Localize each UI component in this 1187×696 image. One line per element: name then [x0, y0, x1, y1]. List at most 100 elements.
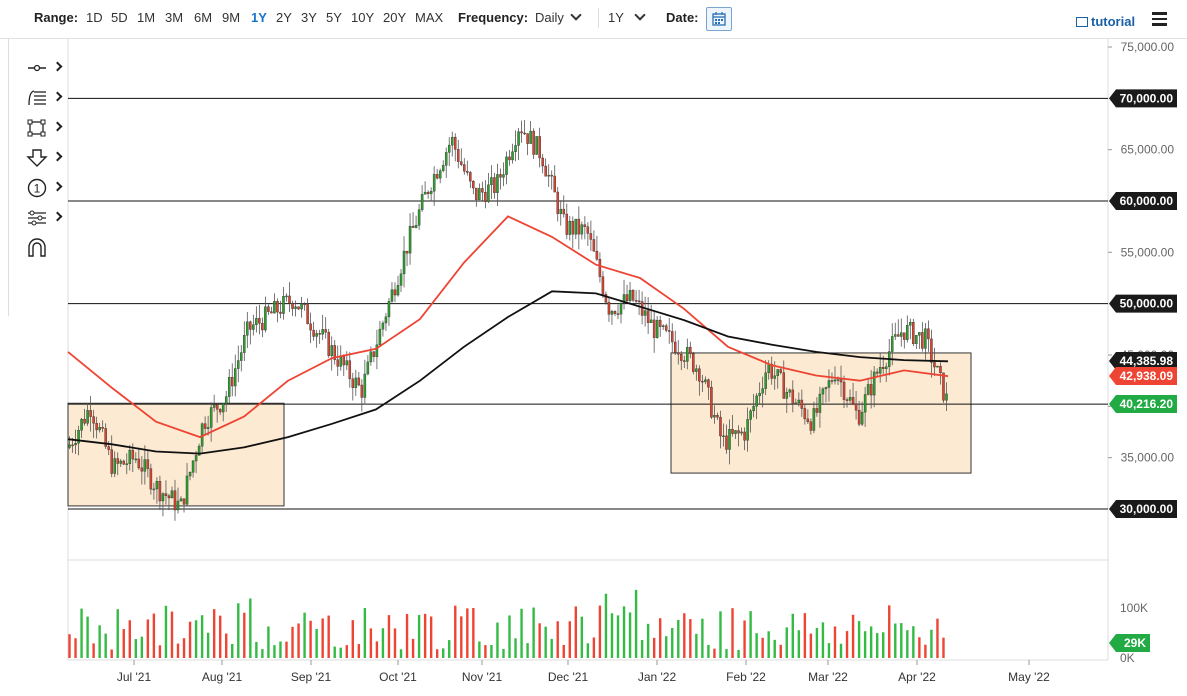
rectangle-tool-button[interactable]	[22, 116, 66, 140]
volume-bar	[357, 644, 361, 658]
candle-body	[330, 345, 333, 356]
price-label: 44,385.98	[1120, 354, 1174, 368]
candle-body	[77, 430, 80, 444]
range-3m-button[interactable]: 3M	[165, 10, 184, 25]
candle-body	[556, 191, 559, 214]
candle-body	[881, 367, 885, 369]
candle-body	[469, 172, 472, 182]
candle-body	[110, 449, 113, 474]
volume-bar	[906, 630, 909, 658]
fibonacci-tool-button[interactable]	[22, 86, 66, 110]
candle-body	[357, 377, 361, 386]
candle-body	[333, 345, 336, 360]
range-9m-button[interactable]: 9M	[222, 10, 241, 25]
volume-bar	[592, 637, 596, 658]
volume-bar	[785, 627, 788, 658]
date-picker-button[interactable]	[706, 7, 732, 31]
volume-bar	[755, 633, 758, 658]
magnet-tool-button[interactable]	[22, 236, 66, 260]
candle-body	[655, 319, 659, 338]
horizontal-lines-layer	[68, 97, 1108, 510]
candle-body	[221, 403, 225, 413]
period-select[interactable]: 1Y	[608, 9, 646, 25]
candle-body	[670, 331, 674, 343]
candle-body	[604, 293, 608, 303]
panel-border	[8, 38, 9, 316]
frequency-select[interactable]: Daily	[535, 9, 582, 25]
volume-bar	[508, 615, 511, 658]
volume-bar	[863, 631, 867, 658]
volume-bar	[900, 623, 903, 658]
volume-bar	[538, 623, 541, 658]
slow-moving-average-line	[67, 290, 949, 455]
candle-body	[577, 218, 581, 235]
candle-body	[206, 427, 210, 429]
candle-body	[580, 224, 584, 235]
range-1d-button[interactable]: 1D	[86, 10, 103, 25]
range-2y-button[interactable]: 2Y	[276, 10, 292, 25]
candle-body	[773, 375, 776, 379]
volume-bar	[116, 609, 119, 658]
crosshair-tool-button[interactable]	[22, 56, 66, 80]
range-20y-button[interactable]: 20Y	[383, 10, 407, 25]
candle-body	[460, 161, 463, 165]
hamburger-menu-icon[interactable]	[1152, 12, 1167, 26]
candle-body	[227, 376, 231, 397]
volume-last-tag	[1109, 634, 1150, 652]
volume-bar	[610, 613, 614, 658]
candle-body	[897, 334, 900, 337]
candle-body	[457, 149, 460, 162]
candle-body	[568, 220, 572, 235]
range-5d-button[interactable]: 5D	[111, 10, 128, 25]
candle-body	[511, 151, 514, 161]
volume-bar	[472, 607, 475, 658]
candle-body	[782, 372, 786, 399]
range-max-button[interactable]: MAX	[415, 10, 444, 25]
candle-body	[939, 365, 942, 374]
range-3y-button[interactable]: 3Y	[301, 10, 317, 25]
candle-body	[354, 377, 358, 388]
candle-body	[294, 306, 297, 309]
candle-body	[713, 415, 716, 418]
candle-body	[387, 301, 391, 318]
volume-bar	[321, 618, 324, 658]
axis-layer: Jul '21 Aug '21 Sep '21 Oct '21 Nov '21 Dec '…	[117, 40, 1174, 684]
volume-bar	[267, 626, 270, 658]
range-10y-button[interactable]: 10Y	[351, 10, 375, 25]
candle-body	[565, 213, 569, 235]
candle-body	[764, 372, 767, 389]
candle-body	[598, 258, 602, 277]
candle-body	[224, 396, 228, 404]
candle-body	[484, 191, 487, 202]
range-1y-button[interactable]: 1Y	[251, 10, 267, 25]
tutorial-link[interactable]: tutorial	[1076, 14, 1135, 29]
candle-body	[345, 360, 349, 366]
volume-bar	[152, 613, 156, 658]
candle-body	[740, 431, 743, 434]
volume-bar	[568, 621, 571, 658]
candle-body	[83, 418, 86, 424]
candle-body	[890, 336, 894, 352]
range-1m-button[interactable]: 1M	[137, 10, 156, 25]
price-chart[interactable]: Jul '21 Aug '21 Sep '21 Oct '21 Nov '21 Dec '…	[0, 38, 1187, 696]
candle-body	[571, 220, 575, 235]
candle-body	[529, 130, 532, 144]
arrow-tool-button[interactable]	[22, 146, 66, 170]
candle-body	[164, 493, 168, 496]
volume-bar	[924, 644, 927, 658]
candle-body	[372, 351, 376, 357]
pattern-tool-button[interactable]	[22, 206, 66, 230]
candle-body	[695, 368, 698, 372]
volume-bar	[345, 645, 348, 658]
candle-body	[734, 430, 737, 434]
candle-body	[857, 410, 861, 425]
range-6m-button[interactable]: 6M	[194, 10, 213, 25]
range-5y-button[interactable]: 5Y	[326, 10, 342, 25]
counter-tool-button[interactable]: 1	[22, 176, 66, 200]
candle-body	[499, 174, 502, 178]
volume-bar	[68, 634, 71, 658]
candle-body	[466, 171, 469, 173]
volume-bar	[544, 626, 547, 658]
y-tick-label: 55,000.00	[1121, 245, 1175, 259]
candle-body	[933, 362, 936, 368]
